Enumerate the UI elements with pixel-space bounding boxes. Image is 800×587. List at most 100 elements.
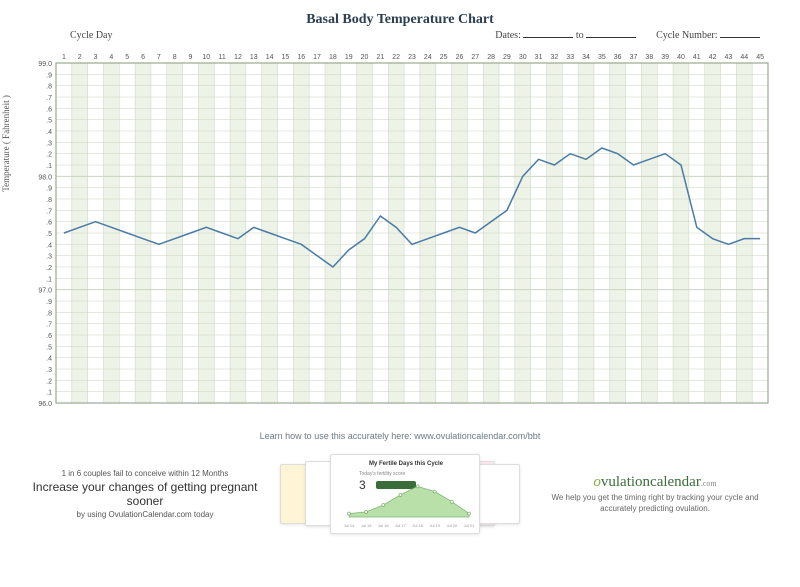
svg-text:99.0: 99.0: [38, 61, 52, 68]
svg-text:8: 8: [173, 54, 177, 61]
footer: 1 in 6 couples fail to conceive within 1…: [0, 445, 800, 549]
cycle-day-label: Cycle Day: [70, 30, 113, 41]
svg-text:.5: .5: [46, 231, 52, 238]
svg-text:6: 6: [141, 54, 145, 61]
svg-text:.2: .2: [46, 152, 52, 159]
svg-text:27: 27: [471, 54, 479, 61]
svg-text:.2: .2: [46, 378, 52, 385]
svg-text:.1: .1: [46, 390, 52, 397]
chart-title: Basal Body Temperature Chart: [0, 0, 800, 28]
svg-text:38: 38: [645, 54, 653, 61]
svg-text:41: 41: [693, 54, 701, 61]
svg-text:97.0: 97.0: [38, 288, 52, 295]
svg-text:26: 26: [456, 54, 464, 61]
svg-text:29: 29: [503, 54, 511, 61]
fertility-card: My Fertile Days this Cycle Today's fertil…: [330, 454, 480, 534]
svg-text:Jul 19: Jul 19: [429, 523, 440, 528]
svg-text:20: 20: [361, 54, 369, 61]
svg-text:9: 9: [189, 54, 193, 61]
svg-text:Today's fertility score: Today's fertility score: [359, 471, 405, 477]
svg-text:40: 40: [677, 54, 685, 61]
svg-text:21: 21: [376, 54, 384, 61]
svg-text:.5: .5: [46, 118, 52, 125]
svg-text:98.0: 98.0: [38, 174, 52, 181]
svg-text:44: 44: [740, 54, 748, 61]
svg-text:43: 43: [725, 54, 733, 61]
svg-text:Jul 18: Jul 18: [412, 523, 423, 528]
svg-text:5: 5: [125, 54, 129, 61]
svg-text:Jul 20: Jul 20: [447, 523, 458, 528]
svg-text:3: 3: [359, 478, 366, 492]
svg-text:My Fertile Days this Cycle: My Fertile Days this Cycle: [369, 461, 444, 467]
svg-text:Jul 16: Jul 16: [378, 523, 389, 528]
svg-text:Jul 21: Jul 21: [464, 523, 475, 528]
svg-text:10: 10: [202, 54, 210, 61]
svg-text:33: 33: [566, 54, 574, 61]
y-axis-label: Temperature ( Fahrenheit ): [1, 95, 11, 192]
svg-text:45: 45: [756, 54, 764, 61]
svg-text:.8: .8: [46, 84, 52, 91]
chart-grid: 1234567891011121314151617181920212223242…: [20, 45, 776, 421]
svg-text:Jul 17: Jul 17: [395, 523, 406, 528]
svg-text:.4: .4: [46, 129, 52, 136]
svg-text:.3: .3: [46, 140, 52, 147]
svg-text:Jul 15: Jul 15: [361, 523, 372, 528]
svg-text:36: 36: [614, 54, 622, 61]
svg-text:18: 18: [329, 54, 337, 61]
svg-text:.3: .3: [46, 254, 52, 261]
svg-text:22: 22: [392, 54, 400, 61]
svg-text:28: 28: [487, 54, 495, 61]
footer-promo-left: 1 in 6 couples fail to conceive within 1…: [30, 469, 260, 520]
svg-text:.5: .5: [46, 344, 52, 351]
svg-text:42: 42: [709, 54, 717, 61]
svg-text:.1: .1: [46, 163, 52, 170]
svg-text:.3: .3: [46, 367, 52, 374]
svg-text:.4: .4: [46, 242, 52, 249]
svg-text:19: 19: [345, 54, 353, 61]
svg-text:3: 3: [94, 54, 98, 61]
svg-text:.7: .7: [46, 208, 52, 215]
svg-text:2: 2: [78, 54, 82, 61]
svg-text:.1: .1: [46, 276, 52, 283]
svg-text:.7: .7: [46, 95, 52, 102]
svg-text:30: 30: [519, 54, 527, 61]
svg-text:.9: .9: [46, 72, 52, 79]
svg-text:23: 23: [408, 54, 416, 61]
svg-text:4: 4: [109, 54, 113, 61]
svg-text:35: 35: [598, 54, 606, 61]
svg-text:.9: .9: [46, 186, 52, 193]
svg-text:31: 31: [535, 54, 543, 61]
bbt-chart: Temperature ( Fahrenheit ) 1234567891011…: [20, 45, 780, 425]
svg-text:.6: .6: [46, 333, 52, 340]
svg-text:.2: .2: [46, 265, 52, 272]
header-row: Cycle Day Dates: to Cycle Number:: [0, 28, 800, 43]
svg-text:11: 11: [218, 54, 225, 61]
svg-text:Jul 14: Jul 14: [344, 523, 355, 528]
svg-text:32: 32: [551, 54, 559, 61]
footer-link-text: Learn how to use this accurately here: w…: [0, 425, 800, 445]
svg-text:39: 39: [661, 54, 669, 61]
svg-text:.8: .8: [46, 197, 52, 204]
svg-text:.9: .9: [46, 299, 52, 306]
svg-text:34: 34: [582, 54, 590, 61]
svg-text:17: 17: [313, 54, 321, 61]
svg-text:14: 14: [266, 54, 274, 61]
svg-text:.8: .8: [46, 310, 52, 317]
cycle-number-field: Cycle Number:: [656, 28, 760, 41]
svg-text:12: 12: [234, 54, 242, 61]
svg-text:96.0: 96.0: [38, 401, 52, 408]
svg-text:.6: .6: [46, 106, 52, 113]
svg-text:25: 25: [440, 54, 448, 61]
svg-text:24: 24: [424, 54, 432, 61]
svg-text:7: 7: [157, 54, 161, 61]
dates-field: Dates: to: [495, 28, 636, 41]
svg-text:.6: .6: [46, 220, 52, 227]
footer-brand: oovulationcalendarvulationcalendar.com W…: [540, 474, 770, 514]
svg-text:16: 16: [297, 54, 305, 61]
svg-text:15: 15: [282, 54, 290, 61]
svg-text:13: 13: [250, 54, 258, 61]
svg-text:1: 1: [62, 54, 66, 61]
svg-text:.4: .4: [46, 356, 52, 363]
svg-text:37: 37: [630, 54, 638, 61]
svg-text:.7: .7: [46, 322, 52, 329]
